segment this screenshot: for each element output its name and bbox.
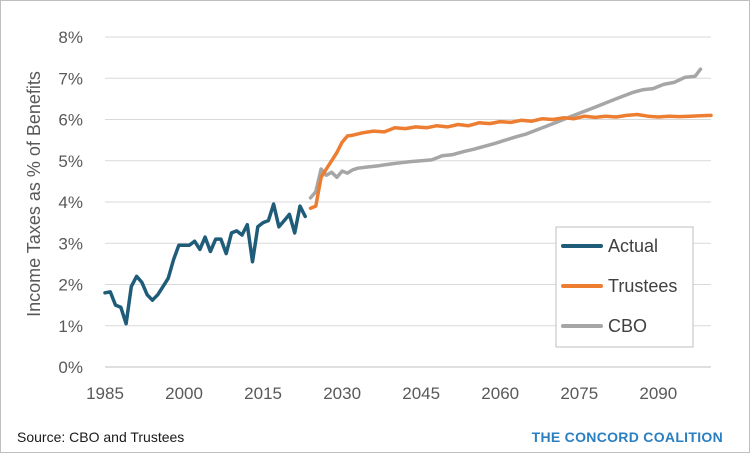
y-tick-label: 3%	[58, 234, 83, 253]
series-line-actual	[103, 202, 307, 326]
y-axis-label: Income Taxes as % of Benefits	[24, 71, 44, 317]
y-tick-label: 5%	[58, 152, 83, 171]
legend-label-actual: Actual	[608, 236, 658, 256]
x-tick-label: 2090	[639, 384, 677, 403]
y-tick-label: 6%	[58, 111, 83, 130]
x-tick-label: 2000	[165, 384, 203, 403]
y-tick-labels: 0% 1% 2% 3% 4% 5% 6% 7% 8%	[58, 28, 83, 377]
brand-logo-text: THE CONCORD COALITION	[531, 429, 723, 445]
series-line-trustees	[308, 112, 713, 210]
series-lines	[103, 67, 713, 326]
series-line-cbo	[308, 67, 703, 200]
x-tick-label: 2075	[560, 384, 598, 403]
y-tick-label: 4%	[58, 193, 83, 212]
x-tick-label: 2060	[481, 384, 519, 403]
x-tick-label: 1985	[86, 384, 124, 403]
x-tick-labels: 1985 2000 2015 2030 2045 2060 2075 2090	[86, 384, 677, 403]
x-tick-label: 2015	[244, 384, 282, 403]
source-note: Source: CBO and Trustees	[17, 429, 185, 445]
y-tick-label: 2%	[58, 276, 83, 295]
x-tick-label: 2045	[402, 384, 440, 403]
y-tick-label: 8%	[58, 28, 83, 47]
legend: Actual Trustees CBO	[555, 226, 694, 348]
y-tick-label: 7%	[58, 69, 83, 88]
line-chart: 0% 1% 2% 3% 4% 5% 6% 7% 8% 1985 2000 2015 2030 2045 2…	[24, 28, 713, 403]
y-tick-label: 0%	[58, 358, 83, 377]
legend-label-trustees: Trustees	[608, 276, 677, 296]
legend-label-cbo: CBO	[608, 316, 647, 336]
x-tick-label: 2030	[323, 384, 361, 403]
y-tick-label: 1%	[58, 317, 83, 336]
